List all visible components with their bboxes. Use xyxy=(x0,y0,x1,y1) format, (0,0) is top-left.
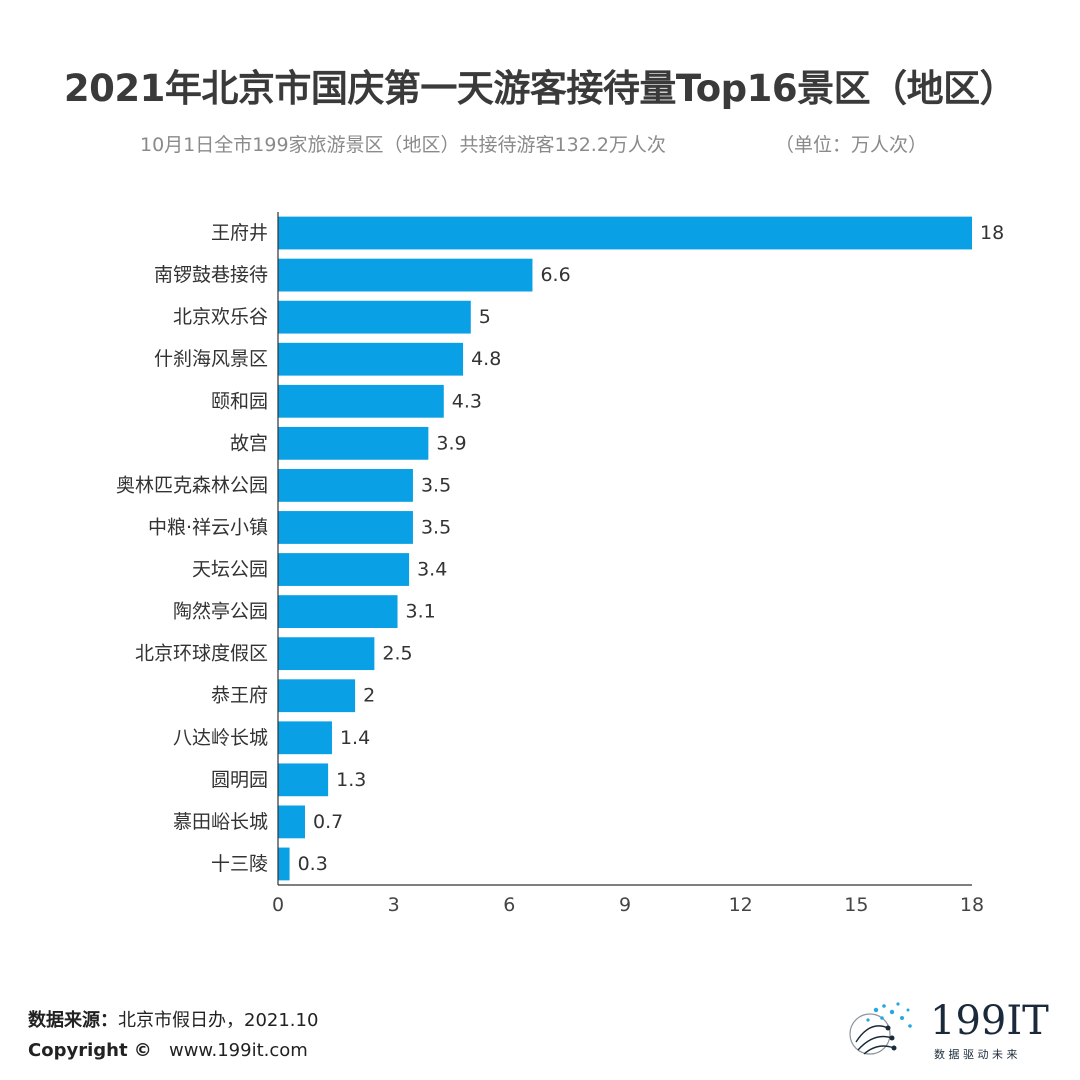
bar xyxy=(278,763,329,797)
bars-group: 王府井 18 南锣鼓巷接待 6.6 北京欢乐谷 5 什刹海风景区 4.8 颐和园 4.3 故宫 3.9… xyxy=(116,216,1004,881)
source-line: 数据来源：北京市假日办，2021.10 xyxy=(28,1006,318,1032)
copyright-value: www.199it.com xyxy=(168,1040,308,1061)
value-label: 1.3 xyxy=(336,769,366,791)
copyright-line: Copyright © www.199it.com xyxy=(28,1040,308,1061)
category-label: 恭王府 xyxy=(211,685,268,707)
bar xyxy=(278,679,356,713)
category-label: 十三陵 xyxy=(211,853,268,875)
chart-subtitle: 10月1日全市199家旅游景区（地区）共接待游客132.2万人次 xyxy=(140,134,666,156)
category-label: 中粮·祥云小镇 xyxy=(148,516,268,538)
x-tick-label: 9 xyxy=(619,894,631,916)
value-label: 4.3 xyxy=(452,390,482,412)
bar xyxy=(278,805,305,839)
category-label: 故宫 xyxy=(230,432,268,454)
bar xyxy=(278,637,375,671)
bar xyxy=(278,721,332,755)
copyright-label: Copyright © xyxy=(28,1040,152,1061)
category-label: 什刹海风景区 xyxy=(154,348,268,370)
x-tick-label: 3 xyxy=(388,894,400,916)
value-label: 2.5 xyxy=(382,643,412,665)
category-label: 北京欢乐谷 xyxy=(173,306,268,328)
source-label: 数据来源： xyxy=(28,1010,118,1031)
x-tick-label: 0 xyxy=(272,894,284,916)
value-label: 5 xyxy=(479,306,491,328)
category-label: 北京环球度假区 xyxy=(135,643,268,665)
value-label: 3.5 xyxy=(421,474,451,496)
bar xyxy=(278,300,471,334)
value-label: 0.7 xyxy=(313,811,343,833)
bar xyxy=(278,469,413,502)
brand-logo: 199IT 数 据 驱 动 未 来 xyxy=(849,998,1049,1061)
category-label: 奥林匹克森林公园 xyxy=(116,474,268,496)
category-label: 圆明园 xyxy=(211,769,268,791)
x-tick-label: 15 xyxy=(844,894,868,916)
category-label: 王府井 xyxy=(211,222,268,244)
value-label: 3.5 xyxy=(421,516,451,538)
value-label: 4.8 xyxy=(471,348,501,370)
bar xyxy=(278,258,533,292)
x-tick-label: 12 xyxy=(729,894,753,916)
axes-group: 0 3 6 9 12 15 18 xyxy=(272,212,984,916)
bar xyxy=(278,553,410,586)
logo-brand: 199IT xyxy=(930,998,1049,1044)
value-label: 3.4 xyxy=(417,559,447,581)
bar xyxy=(278,847,290,881)
unit-label: （单位：万人次） xyxy=(775,134,928,156)
category-label: 陶然亭公园 xyxy=(173,601,268,623)
category-label: 颐和园 xyxy=(211,390,268,412)
source-value: 北京市假日办，2021.10 xyxy=(118,1010,319,1031)
category-label: 南锣鼓巷接待 xyxy=(154,264,268,286)
value-label: 3.1 xyxy=(406,601,436,623)
value-label: 6.6 xyxy=(540,264,570,286)
bar xyxy=(278,511,413,544)
logo-tagline: 数 据 驱 动 未 来 xyxy=(934,1047,1017,1061)
category-label: 八达岭长城 xyxy=(173,727,268,749)
value-label: 18 xyxy=(980,222,1004,244)
category-label: 天坛公园 xyxy=(192,559,268,581)
value-label: 2 xyxy=(363,685,375,707)
bar xyxy=(278,384,444,418)
bar xyxy=(278,216,972,250)
chart-title: 2021年北京市国庆第一天游客接待量Top16景区（地区） xyxy=(63,67,1017,110)
bar xyxy=(278,342,464,376)
x-tick-label: 18 xyxy=(960,894,984,916)
bar xyxy=(278,426,429,460)
value-label: 3.9 xyxy=(436,432,466,454)
logo-dots-icon xyxy=(849,1002,912,1055)
x-tick-label: 6 xyxy=(503,894,515,916)
value-label: 0.3 xyxy=(298,853,328,875)
bar xyxy=(278,595,398,628)
category-label: 慕田峪长城 xyxy=(173,811,268,833)
value-label: 1.4 xyxy=(340,727,370,749)
